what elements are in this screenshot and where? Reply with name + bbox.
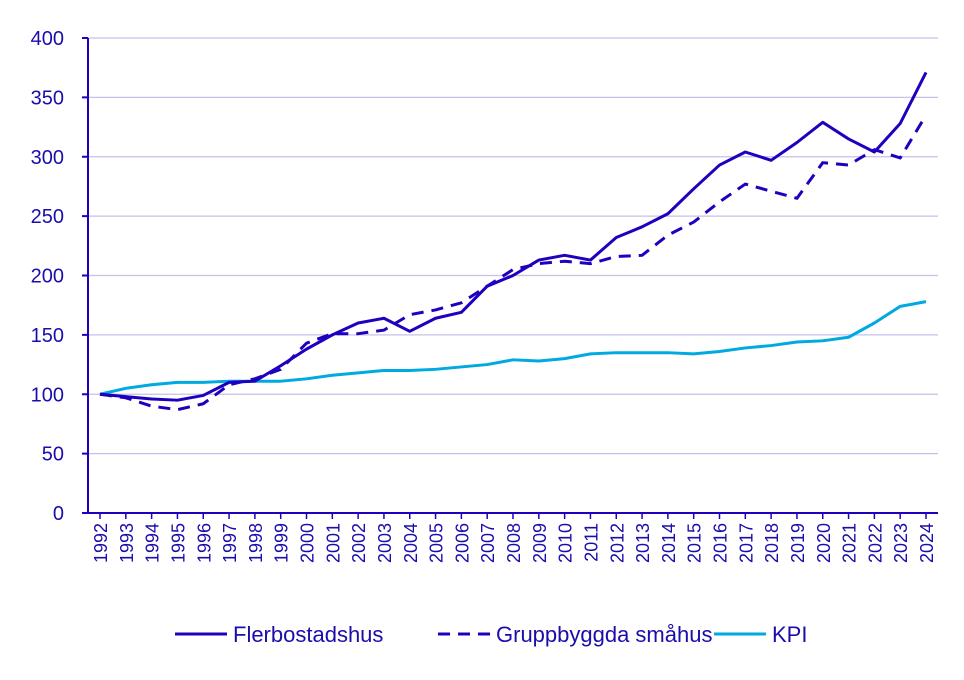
x-tick-label: 2012 [607,523,627,563]
x-tick-label: 2008 [504,523,524,563]
legend-label: Gruppbyggda småhus [496,622,712,647]
x-tick-label: 1992 [91,523,111,563]
x-tick-label: 2003 [375,523,395,563]
x-tick-label: 2013 [633,523,653,563]
series-line-0 [99,71,928,402]
x-tick-label: 2006 [452,523,472,563]
y-tick-label: 350 [31,87,64,109]
y-tick-label: 200 [31,266,64,288]
x-tick-label: 2002 [349,523,369,563]
series-line-1 [99,114,928,412]
y-tick-label: 100 [31,384,64,406]
x-tick-label: 2015 [685,523,705,563]
x-tick-label: 2001 [323,523,343,563]
x-tick-label: 2007 [478,523,498,563]
x-tick-label: 2022 [865,523,885,563]
y-tick-label: 0 [53,503,64,525]
y-tick-label: 400 [31,28,64,50]
y-tick-label: 150 [31,325,64,347]
x-tick-label: 1996 [194,523,214,563]
x-tick-label: 2009 [530,523,550,563]
x-tick-label: 1999 [272,523,292,563]
x-tick-label: 2019 [788,523,808,563]
legend-label: KPI [772,622,807,647]
x-tick-label: 2023 [891,523,911,563]
x-tick-label: 1997 [220,523,240,563]
x-tick-label: 2017 [736,523,756,563]
series-line-2 [99,300,927,396]
x-tick-label: 1993 [117,523,137,563]
y-tick-label: 250 [31,206,64,228]
x-tick-label: 2004 [401,523,421,563]
x-tick-label: 2018 [762,523,782,563]
x-tick-label: 2016 [711,523,731,563]
x-tick-label: 2005 [427,523,447,563]
y-tick-label: 50 [42,444,64,466]
x-tick-label: 2021 [840,523,860,563]
x-tick-label: 1998 [246,523,266,563]
x-tick-label: 2000 [298,523,318,563]
x-tick-label: 1994 [143,523,163,563]
legend-label: Flerbostadshus [233,622,383,647]
x-tick-label: 2014 [659,523,679,563]
x-tick-label: 2024 [917,523,937,563]
x-tick-label: 2011 [581,523,601,562]
x-tick-label: 2020 [814,523,834,563]
x-tick-label: 1995 [168,523,188,563]
y-tick-label: 300 [31,147,64,169]
x-tick-label: 2010 [556,523,576,563]
